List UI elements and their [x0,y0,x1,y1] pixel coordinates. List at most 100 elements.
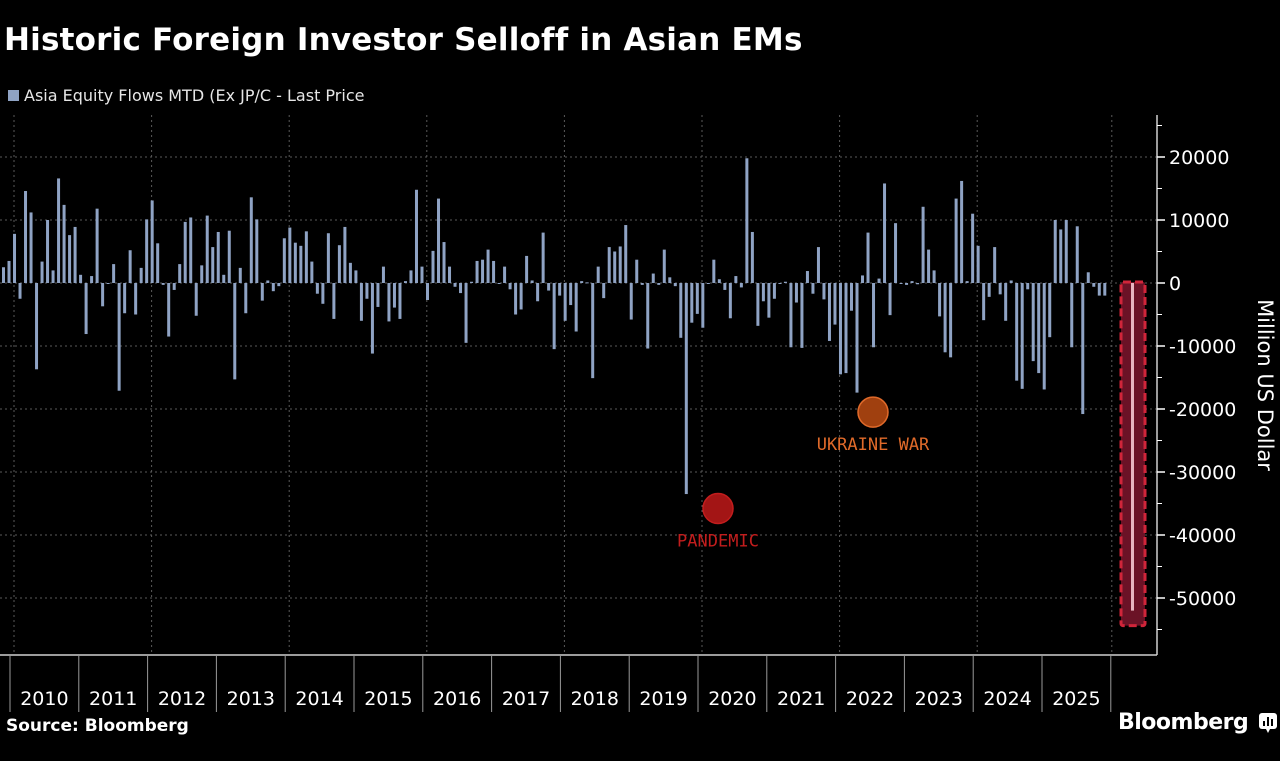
bar [315,283,319,294]
bar [679,283,683,338]
bar [525,255,529,283]
bar [838,283,842,375]
bar [916,283,920,285]
bar [503,266,507,283]
x-tick-label: 2016 [433,688,481,710]
bar [1092,283,1096,287]
bar [7,260,11,283]
bar [690,283,694,323]
bar [855,283,859,393]
bar [558,283,562,296]
bar [437,198,441,283]
bar [723,283,727,290]
bar [117,283,121,391]
bar [1059,229,1063,283]
bar [46,220,50,283]
bar [668,277,672,283]
bar [282,238,286,283]
bar [90,276,94,283]
bar [145,219,149,283]
bar [172,283,176,290]
bar [976,245,980,283]
bar [1042,283,1046,390]
bar [13,233,17,283]
bar [613,251,617,283]
bar [574,283,578,332]
bar [492,260,496,283]
bar [238,267,242,283]
x-tick-label: 2018 [571,688,619,710]
x-tick-label: 2020 [708,688,756,710]
bar [442,242,446,283]
bar [233,283,237,380]
y-tick-label: -10000 [1169,336,1236,358]
y-tick-label: 20000 [1169,147,1229,169]
bar [161,283,165,285]
bar [789,283,793,348]
bar [1103,283,1107,296]
bar [701,283,705,328]
x-tick-label: 2017 [502,688,550,710]
bar [205,215,209,283]
bar [448,266,452,283]
bar [260,283,264,301]
bar [79,274,83,283]
bar [134,283,138,315]
bar [657,283,661,285]
bar [470,281,474,283]
source-label: Source: Bloomberg [6,716,189,736]
bar [425,283,429,301]
bar [640,283,644,285]
bar [293,242,297,283]
bar [938,283,942,317]
x-tick-label: 2012 [158,688,206,710]
bar [927,249,931,283]
bar [227,230,231,283]
bar [497,283,501,284]
bar [783,281,787,283]
bar [156,243,160,283]
bar [651,273,655,283]
bar [591,283,595,379]
bar [756,283,760,326]
bar [750,231,754,283]
bar [288,227,292,283]
bar [1097,283,1101,296]
bar [73,226,77,283]
bar [95,208,99,283]
bar [29,212,33,283]
bar [420,266,424,283]
y-tick-label: 10000 [1169,210,1229,232]
bar [68,235,72,283]
x-tick-label: 2022 [846,688,894,710]
bar [1048,283,1052,338]
bar [921,206,925,283]
bar [888,283,892,316]
bar [414,189,418,283]
chart-title: Historic Foreign Investor Selloff in Asi… [4,22,803,58]
bar [398,283,402,319]
bar [1026,283,1030,290]
bar [717,279,721,283]
bar [514,283,518,315]
bar [910,281,914,283]
bar [861,275,865,283]
bar [618,246,622,283]
bar [772,283,776,299]
bar [343,226,347,283]
bar [607,247,611,283]
bar [547,283,551,291]
y-tick-label: -50000 [1169,588,1236,610]
bar [1031,283,1035,362]
bar [271,283,275,292]
bar [877,278,881,283]
bar [982,283,986,321]
bar [51,270,55,283]
bar [695,283,699,314]
bar [365,283,369,299]
bar [816,247,820,283]
bar [392,283,396,308]
bar [624,225,628,283]
bar [866,232,870,283]
bar [673,283,677,287]
